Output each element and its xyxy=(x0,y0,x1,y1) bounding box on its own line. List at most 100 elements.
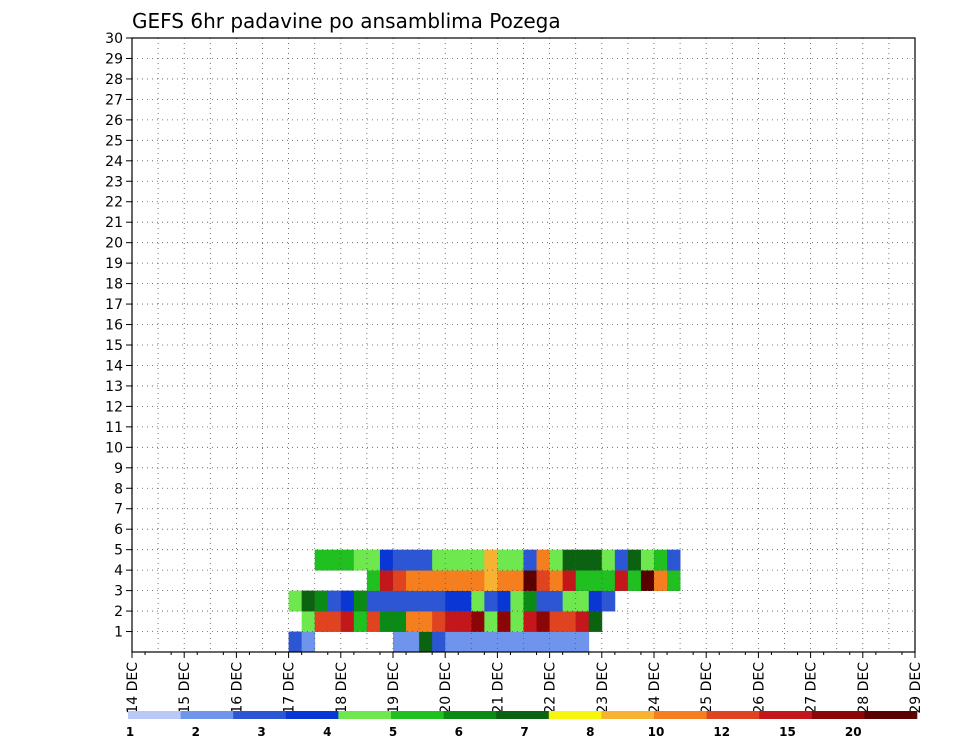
colorbar: 1 2 3 4 5 6 7 8 10 12 15 20 xyxy=(126,711,918,739)
precip-cell xyxy=(288,631,303,653)
precip-cell xyxy=(379,570,394,591)
precip-cell xyxy=(536,590,550,612)
y-tick-label: 1 xyxy=(114,625,123,641)
precip-cell xyxy=(406,570,420,591)
precip-cell xyxy=(510,590,524,612)
precip-cell xyxy=(627,549,642,571)
precip-cell xyxy=(484,570,498,591)
precip-cell xyxy=(667,549,681,571)
precip-cell xyxy=(340,549,355,571)
y-tick-label: 4 xyxy=(114,563,123,579)
precip-cell xyxy=(406,590,420,612)
precip-cell xyxy=(627,570,642,591)
y-tick-label: 17 xyxy=(105,297,123,313)
precip-cell xyxy=(458,590,472,612)
x-tick-label: 23 DEC xyxy=(595,662,611,714)
y-tick-label: 24 xyxy=(105,154,123,170)
y-tick-label: 9 xyxy=(114,461,123,477)
y-tick-label: 29 xyxy=(105,51,123,67)
precip-cell xyxy=(575,631,590,653)
precip-cell xyxy=(406,549,420,571)
precip-cell xyxy=(340,590,355,612)
precip-cell xyxy=(667,570,681,591)
colorbar-swatch xyxy=(864,711,918,719)
colorbar-label: 3 xyxy=(257,725,265,739)
precip-cell xyxy=(340,611,355,632)
precip-cell xyxy=(497,570,511,591)
precip-cell xyxy=(406,631,420,653)
precip-cell xyxy=(445,549,459,571)
precip-cell xyxy=(484,631,498,653)
precip-cell xyxy=(327,611,342,632)
precip-cell xyxy=(419,611,433,632)
precip-cell xyxy=(393,590,407,612)
y-tick-label: 26 xyxy=(105,113,123,129)
precip-cell xyxy=(640,549,655,571)
y-tick-label: 10 xyxy=(105,440,123,456)
colorbar-label: 15 xyxy=(779,725,796,739)
x-tick-label: 25 DEC xyxy=(699,662,715,714)
precip-cell xyxy=(536,549,550,571)
precip-cell xyxy=(640,570,655,591)
precip-cell xyxy=(614,549,629,571)
x-tick-label: 18 DEC xyxy=(334,662,350,714)
colorbar-swatch xyxy=(759,711,813,719)
precip-cell xyxy=(366,549,381,571)
y-tick-label: 27 xyxy=(105,92,123,108)
precip-cell xyxy=(366,590,381,612)
precip-cell xyxy=(484,590,498,612)
precip-cell xyxy=(614,570,629,591)
precip-cell xyxy=(575,549,590,571)
precip-cell xyxy=(301,631,316,653)
precip-cell xyxy=(484,611,498,632)
x-tick-label: 22 DEC xyxy=(543,662,559,714)
precip-cell xyxy=(432,549,446,571)
precip-cell xyxy=(288,590,303,612)
colorbar-swatch xyxy=(233,711,287,719)
y-tick-label: 18 xyxy=(105,277,123,293)
precip-cell xyxy=(379,549,394,571)
precip-cell xyxy=(497,549,511,571)
precip-cell xyxy=(393,549,407,571)
precip-cell xyxy=(458,631,472,653)
x-tick-label: 14 DEC xyxy=(125,662,141,714)
precip-cell xyxy=(562,570,577,591)
precip-cell xyxy=(588,590,603,612)
y-tick-label: 8 xyxy=(114,481,123,497)
precip-cell xyxy=(601,570,616,591)
x-axis: 14 DEC 15 DEC 16 DEC 17 DEC 18 DEC 19 DEC 20 D… xyxy=(125,652,924,714)
precip-cell xyxy=(575,590,590,612)
precip-cell xyxy=(327,590,342,612)
x-tick-label: 27 DEC xyxy=(804,662,820,714)
y-tick-label: 21 xyxy=(105,215,123,231)
colorbar-label: 5 xyxy=(389,725,397,739)
precip-cell xyxy=(523,611,537,632)
cells-layer xyxy=(288,549,681,653)
x-tick-label: 15 DEC xyxy=(177,662,193,714)
precip-cell xyxy=(471,549,485,571)
colorbar-label: 2 xyxy=(192,725,200,739)
y-tick-label: 16 xyxy=(105,318,123,334)
precip-cell xyxy=(497,590,511,612)
precip-cell xyxy=(458,549,472,571)
precip-cell xyxy=(536,570,550,591)
y-tick-label: 28 xyxy=(105,72,123,88)
y-tick-label: 11 xyxy=(105,420,123,436)
precip-cell xyxy=(510,631,524,653)
precip-cell xyxy=(588,570,603,591)
precip-cell xyxy=(654,549,668,571)
precip-cell xyxy=(353,590,368,612)
colorbar-swatch xyxy=(338,711,392,719)
precip-cell xyxy=(575,611,590,632)
chart-title: GEFS 6hr padavine po ansamblima Pozega xyxy=(132,9,561,33)
y-tick-label: 3 xyxy=(114,584,123,600)
precip-cell xyxy=(393,611,407,632)
x-tick-label: 19 DEC xyxy=(386,662,402,714)
colorbar-label: 10 xyxy=(648,725,665,739)
colorbar-swatch xyxy=(443,711,497,719)
precip-cell xyxy=(471,570,485,591)
precip-cell xyxy=(497,631,511,653)
colorbar-swatch xyxy=(180,711,234,719)
precip-cell xyxy=(471,631,485,653)
y-tick-label: 25 xyxy=(105,133,123,149)
